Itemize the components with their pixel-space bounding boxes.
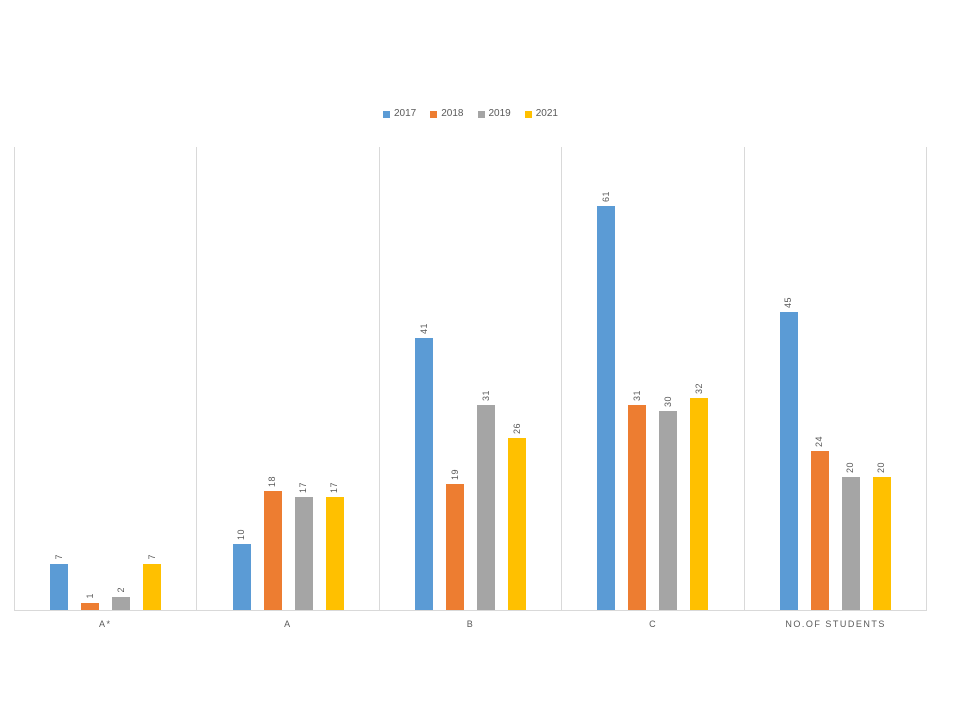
- bar-a-2018: [263, 491, 282, 610]
- bar-wrap-a-2018: 1: [81, 593, 100, 610]
- x-axis-label-no-of-students: NO.OF STUDENTS: [785, 619, 886, 629]
- bar-a-2019: [112, 597, 131, 610]
- legend-swatch-icon: [383, 110, 390, 118]
- bar-value-label: 10: [236, 528, 247, 540]
- category-group-no-of-students: 45 24 20 20: [743, 147, 926, 610]
- bar-wrap-a-2021: 7: [143, 554, 162, 610]
- legend-item-2018: 2018: [430, 108, 464, 119]
- bar-wrap-a-2017: 10: [232, 528, 251, 610]
- bar-b-2021: [508, 438, 527, 610]
- bars-cluster-b: 41 19 31 26: [380, 323, 561, 610]
- legend-label: 2017: [394, 108, 417, 119]
- bar-c-2019: [659, 411, 678, 610]
- bar-value-label: 20: [876, 461, 887, 473]
- x-axis-label-a: A: [284, 619, 292, 629]
- bar-wrap-a-2019: 17: [294, 481, 313, 610]
- bar-wrap-a-2018: 18: [263, 475, 282, 610]
- bar-wrap-c-2021: 32: [690, 382, 709, 610]
- bar-no-of-students-2018: [810, 451, 829, 610]
- bar-wrap-b-2021: 26: [508, 422, 527, 610]
- bar-value-label: 41: [418, 322, 429, 334]
- bar-wrap-no-of-students-2019: 20: [841, 461, 860, 610]
- x-axis-labels: A* A B C NO.OF STUDENTS: [14, 612, 927, 629]
- bar-wrap-no-of-students-2021: 20: [872, 461, 891, 610]
- bar-value-label: 17: [298, 481, 309, 493]
- bar-value-label: 26: [511, 422, 522, 434]
- bar-wrap-a-2019: 2: [112, 587, 131, 610]
- bar-value-label: 1: [84, 593, 95, 599]
- bar-value-label: 7: [146, 554, 157, 560]
- bar-wrap-no-of-students-2018: 24: [810, 435, 829, 610]
- bar-wrap-c-2017: 61: [597, 190, 616, 610]
- bar-a-2021: [143, 564, 162, 610]
- category-group-a: 10 18 17 17: [196, 147, 378, 610]
- bar-wrap-b-2017: 41: [415, 322, 434, 610]
- bar-a-2018: [81, 603, 100, 610]
- bar-b-2017: [415, 338, 434, 610]
- bar-value-label: 17: [329, 481, 340, 493]
- bar-value-label: 20: [845, 461, 856, 473]
- bar-value-label: 2: [115, 587, 126, 593]
- bar-c-2018: [628, 405, 647, 610]
- bars-cluster-c: 61 31 30 32: [562, 191, 743, 610]
- legend-label: 2019: [488, 108, 511, 119]
- bar-no-of-students-2021: [872, 477, 891, 610]
- bar-value-label: 24: [814, 435, 825, 447]
- bar-no-of-students-2019: [841, 477, 860, 610]
- bar-value-label: 7: [53, 554, 64, 560]
- bar-a-2019: [294, 497, 313, 610]
- bar-c-2017: [597, 206, 616, 610]
- bar-a-2021: [325, 497, 344, 610]
- legend-swatch-icon: [477, 110, 485, 118]
- bar-value-label: 18: [267, 475, 278, 487]
- bar-value-label: 30: [662, 395, 673, 407]
- bar-no-of-students-2017: [779, 312, 798, 610]
- legend-swatch-icon: [430, 110, 438, 118]
- legend-label: 2018: [441, 108, 464, 119]
- bar-value-label: 31: [480, 389, 491, 401]
- legend-item-2019: 2019: [477, 108, 511, 119]
- bar-wrap-c-2018: 31: [628, 389, 647, 610]
- x-axis-label-b: B: [466, 619, 475, 629]
- bar-b-2019: [477, 405, 496, 610]
- category-group-a: 7 1 2 7: [14, 147, 196, 610]
- bar-wrap-no-of-students-2017: 45: [779, 296, 798, 610]
- bar-a-2017: [50, 564, 69, 610]
- plot-area: 7 1 2 7 10 18 17 17 41 19 31 26 61 31 30 32 45 24 20 20: [14, 147, 927, 611]
- bars-cluster-a: 7 1 2 7: [15, 554, 196, 610]
- bar-c-2021: [690, 398, 709, 610]
- bar-wrap-a-2017: 7: [50, 554, 69, 610]
- bar-wrap-a-2021: 17: [325, 481, 344, 610]
- category-group-c: 61 31 30 32: [561, 147, 743, 610]
- legend-item-2021: 2021: [524, 108, 558, 119]
- bars-cluster-no-of-students: 45 24 20 20: [745, 297, 926, 610]
- bars-cluster-a: 10 18 17 17: [197, 476, 378, 610]
- legend-item-2017: 2017: [383, 109, 416, 119]
- bar-value-label: 45: [783, 296, 794, 308]
- bar-wrap-b-2018: 19: [446, 468, 465, 610]
- legend: 2017 2018 2019 2021: [14, 109, 927, 119]
- bar-value-label: 32: [693, 382, 704, 394]
- bar-wrap-b-2019: 31: [477, 389, 496, 610]
- legend-label: 2021: [535, 108, 558, 119]
- bar-b-2018: [446, 484, 465, 610]
- bar-value-label: 31: [631, 389, 642, 401]
- x-axis-label-a: A*: [99, 619, 112, 629]
- bar-wrap-c-2019: 30: [659, 395, 678, 610]
- bar-value-label: 19: [449, 468, 460, 480]
- category-group-b: 41 19 31 26: [378, 147, 561, 610]
- x-axis-label-c: C: [649, 619, 658, 629]
- legend-swatch-icon: [524, 110, 532, 118]
- bar-a-2017: [232, 544, 251, 610]
- bar-value-label: 61: [600, 190, 611, 202]
